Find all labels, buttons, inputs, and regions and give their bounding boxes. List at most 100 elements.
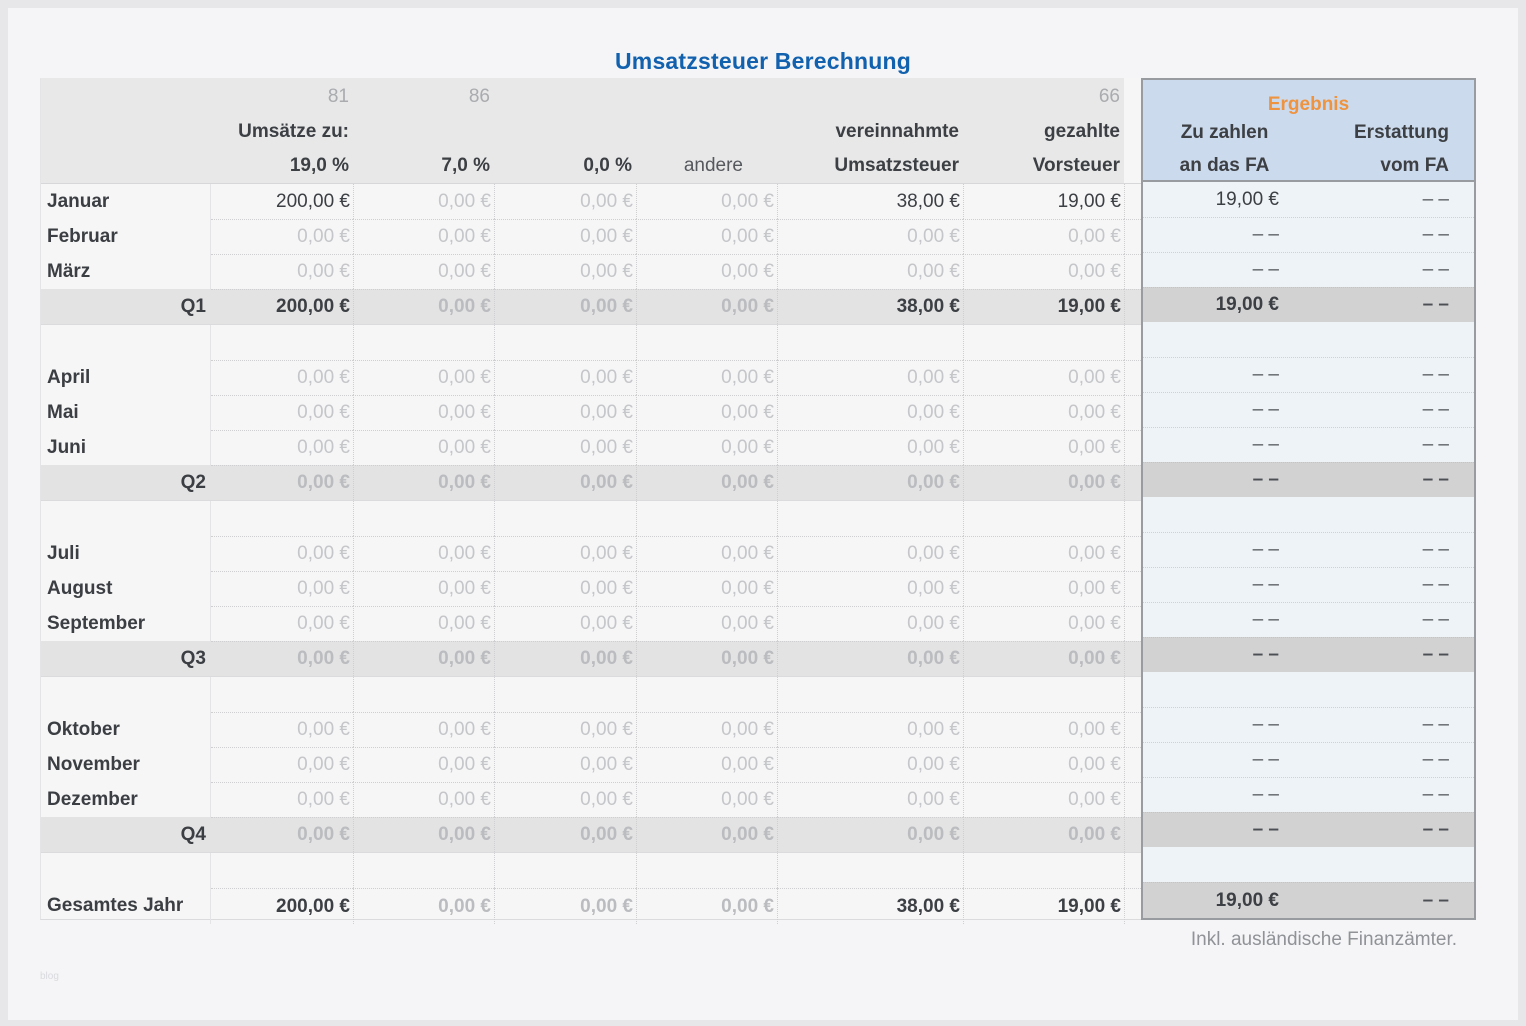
cell-august-vorsteuer[interactable]: 0,00 € — [963, 571, 1124, 606]
cell-april-vorsteuer[interactable]: 0,00 € — [963, 360, 1124, 395]
cell-marz-umsatz7[interactable]: 0,00 € — [353, 254, 494, 289]
table-body: Januar 200,00 €0,00 €0,00 €0,00 €38,00 €1… — [41, 184, 1141, 924]
cell-august-andere[interactable]: 0,00 € — [636, 571, 777, 606]
ergebnis-row-januar: 19,00 € – – — [1143, 182, 1474, 217]
cell-juli-umsatz7[interactable]: 0,00 € — [353, 536, 494, 571]
cell-november-andere[interactable]: 0,00 € — [636, 747, 777, 782]
table-row-april: April 0,00 €0,00 €0,00 €0,00 €0,00 €0,00 … — [41, 360, 1141, 395]
cell-juli-vorsteuer[interactable]: 0,00 € — [963, 536, 1124, 571]
cell-april-zu-zahlen: – – — [1252, 364, 1279, 385]
col-header-rate0: 0,0 % — [583, 155, 632, 177]
cell-mai-andere[interactable]: 0,00 € — [636, 395, 777, 430]
cell-januar-umsatz0[interactable]: 0,00 € — [494, 184, 636, 219]
cell-september-umsatz7[interactable]: 0,00 € — [353, 606, 494, 641]
cell-november-umsatz19[interactable]: 0,00 € — [211, 747, 353, 782]
cell-februar-erstattung: – – — [1422, 224, 1449, 245]
cell-mai-vorsteuer[interactable]: 0,00 € — [963, 395, 1124, 430]
cell-juni-umsatz0[interactable]: 0,00 € — [494, 430, 636, 465]
cell-spacer-ust — [777, 325, 963, 360]
cell-juli-ust[interactable]: 0,00 € — [777, 536, 963, 571]
cell-september-andere[interactable]: 0,00 € — [636, 606, 777, 641]
cell-q3-umsatz19: 0,00 € — [211, 641, 353, 676]
table-row-marz: März 0,00 €0,00 €0,00 €0,00 €0,00 €0,00 € — [41, 254, 1141, 289]
ergebnis-row-dezember: – – – – — [1143, 777, 1474, 812]
cell-september-ust[interactable]: 0,00 € — [777, 606, 963, 641]
cell-spacer-ust — [777, 853, 963, 888]
cell-marz-andere[interactable]: 0,00 € — [636, 254, 777, 289]
cell-januar-vorsteuer[interactable]: 19,00 € — [963, 184, 1124, 219]
cell-marz-ust[interactable]: 0,00 € — [777, 254, 963, 289]
cell-mai-umsatz7[interactable]: 0,00 € — [353, 395, 494, 430]
cell-q2-umsatz0: 0,00 € — [494, 465, 636, 500]
cell-oktober-umsatz0[interactable]: 0,00 € — [494, 712, 636, 747]
cell-dezember-umsatz0[interactable]: 0,00 € — [494, 782, 636, 817]
cell-september-vorsteuer[interactable]: 0,00 € — [963, 606, 1124, 641]
cell-juni-umsatz7[interactable]: 0,00 € — [353, 430, 494, 465]
ergebnis-row-april: – – – – — [1143, 357, 1474, 392]
cell-marz-vorsteuer[interactable]: 0,00 € — [963, 254, 1124, 289]
cell-spacer-zu-zahlen — [1143, 847, 1306, 882]
table-row-september: September 0,00 €0,00 €0,00 €0,00 €0,00 €0… — [41, 606, 1141, 641]
cell-gesamtes-jahr-andere: 0,00 € — [636, 888, 777, 924]
cell-q3-andere: 0,00 € — [636, 641, 777, 676]
cell-april-andere[interactable]: 0,00 € — [636, 360, 777, 395]
cell-juli-umsatz0[interactable]: 0,00 € — [494, 536, 636, 571]
cell-oktober-umsatz7[interactable]: 0,00 € — [353, 712, 494, 747]
cell-august-umsatz19[interactable]: 0,00 € — [211, 571, 353, 606]
cell-juni-andere[interactable]: 0,00 € — [636, 430, 777, 465]
cell-november-vorsteuer[interactable]: 0,00 € — [963, 747, 1124, 782]
cell-januar-umsatz7[interactable]: 0,00 € — [353, 184, 494, 219]
cell-juli-umsatz19[interactable]: 0,00 € — [211, 536, 353, 571]
cell-mai-ust[interactable]: 0,00 € — [777, 395, 963, 430]
cell-juni-umsatz19[interactable]: 0,00 € — [211, 430, 353, 465]
cell-november-umsatz7[interactable]: 0,00 € — [353, 747, 494, 782]
cell-februar-andere[interactable]: 0,00 € — [636, 219, 777, 254]
cell-januar-umsatz19[interactable]: 200,00 € — [276, 190, 350, 212]
cell-september-zu-zahlen: – – — [1252, 609, 1279, 630]
cell-april-ust[interactable]: 0,00 € — [777, 360, 963, 395]
cell-spacer-ust — [777, 501, 963, 536]
cell-juli-andere[interactable]: 0,00 € — [636, 536, 777, 571]
cell-q2-erstattung: – – — [1422, 469, 1449, 490]
cell-februar-umsatz0[interactable]: 0,00 € — [494, 219, 636, 254]
cell-februar-ust[interactable]: 0,00 € — [777, 219, 963, 254]
cell-januar-andere[interactable]: 0,00 € — [636, 184, 777, 219]
cell-september-umsatz19[interactable]: 0,00 € — [211, 606, 353, 641]
cell-mai-umsatz0[interactable]: 0,00 € — [494, 395, 636, 430]
cell-oktober-vorsteuer[interactable]: 0,00 € — [963, 712, 1124, 747]
cell-dezember-ust[interactable]: 0,00 € — [777, 782, 963, 817]
cell-spacer-ust — [777, 677, 963, 712]
cell-dezember-vorsteuer[interactable]: 0,00 € — [963, 782, 1124, 817]
gap-cell — [1124, 325, 1141, 360]
cell-april-umsatz0[interactable]: 0,00 € — [494, 360, 636, 395]
cell-januar-ust[interactable]: 38,00 € — [777, 184, 963, 219]
cell-juni-erstattung: – – — [1422, 434, 1449, 455]
cell-april-umsatz7[interactable]: 0,00 € — [353, 360, 494, 395]
cell-oktober-ust[interactable]: 0,00 € — [777, 712, 963, 747]
cell-mai-umsatz19[interactable]: 0,00 € — [211, 395, 353, 430]
cell-dezember-umsatz19[interactable]: 0,00 € — [211, 782, 353, 817]
cell-august-umsatz7[interactable]: 0,00 € — [353, 571, 494, 606]
cell-dezember-umsatz7[interactable]: 0,00 € — [353, 782, 494, 817]
cell-april-umsatz19[interactable]: 0,00 € — [211, 360, 353, 395]
cell-februar-vorsteuer[interactable]: 0,00 € — [963, 219, 1124, 254]
cell-august-ust[interactable]: 0,00 € — [777, 571, 963, 606]
field-code-vorsteuer: 66 — [1098, 85, 1120, 107]
cell-november-umsatz0[interactable]: 0,00 € — [494, 747, 636, 782]
table-row-q4: Q4 0,00 €0,00 €0,00 €0,00 €0,00 €0,00 € — [41, 817, 1141, 852]
cell-oktober-umsatz19[interactable]: 0,00 € — [211, 712, 353, 747]
cell-februar-umsatz19[interactable]: 0,00 € — [211, 219, 353, 254]
cell-dezember-andere[interactable]: 0,00 € — [636, 782, 777, 817]
cell-november-ust[interactable]: 0,00 € — [777, 747, 963, 782]
cell-spacer-andere — [636, 677, 777, 712]
cell-spacer-erstattung — [1306, 847, 1474, 882]
cell-oktober-andere[interactable]: 0,00 € — [636, 712, 777, 747]
cell-juni-vorsteuer[interactable]: 0,00 € — [963, 430, 1124, 465]
cell-august-umsatz0[interactable]: 0,00 € — [494, 571, 636, 606]
cell-september-umsatz0[interactable]: 0,00 € — [494, 606, 636, 641]
cell-februar-umsatz7[interactable]: 0,00 € — [353, 219, 494, 254]
cell-spacer-umsatz0 — [494, 325, 636, 360]
cell-juni-ust[interactable]: 0,00 € — [777, 430, 963, 465]
cell-marz-umsatz19[interactable]: 0,00 € — [211, 254, 353, 289]
cell-marz-umsatz0[interactable]: 0,00 € — [494, 254, 636, 289]
